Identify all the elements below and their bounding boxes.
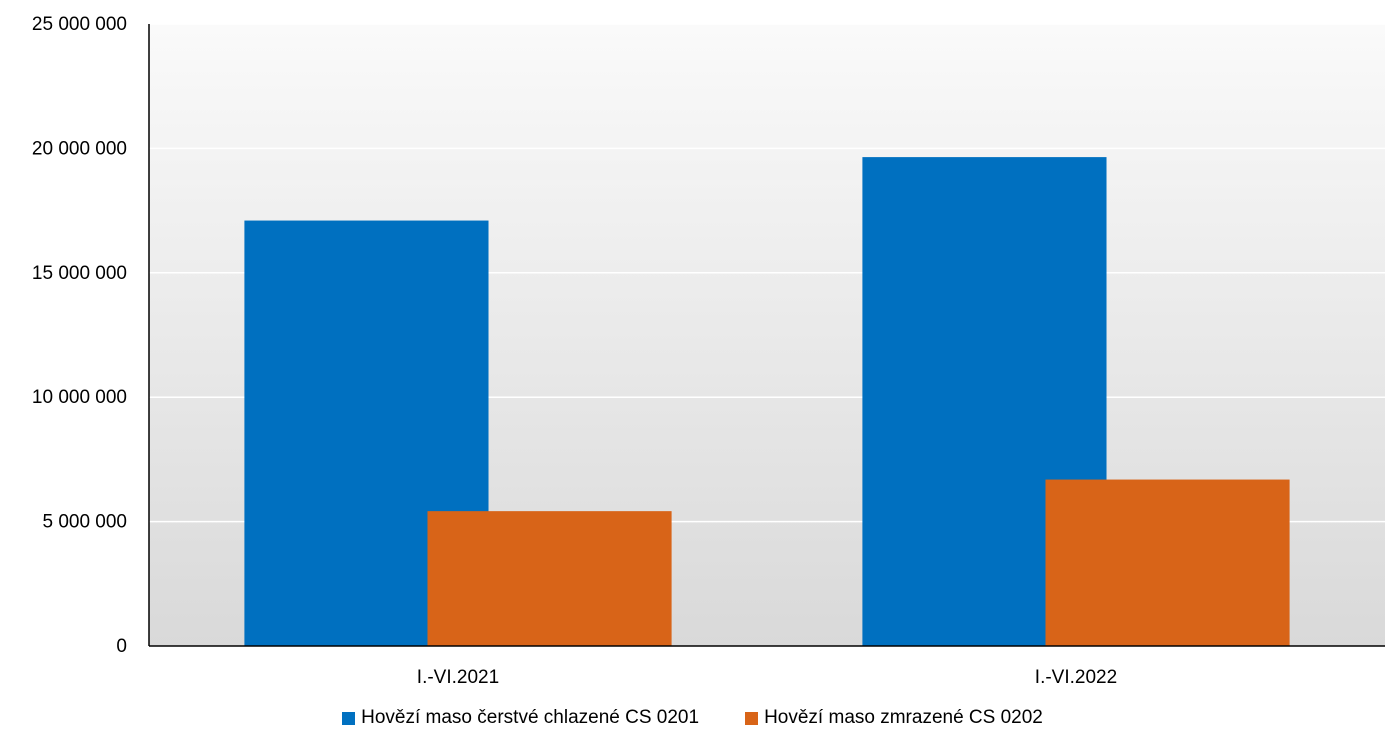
bars (244, 157, 1290, 646)
legend-item: Hovězí maso čerstvé chlazené CS 0201 (342, 707, 699, 729)
bar-frozen-1 (427, 511, 672, 646)
legend-label: Hovězí maso zmrazené CS 0202 (764, 707, 1043, 728)
y-tick-label: 15 000 000 (32, 263, 127, 284)
legend-swatch (745, 711, 759, 725)
y-tick-labels: 0 5 000 000 10 000 000 15 000 000 20 000 000… (32, 14, 127, 657)
legend: Hovězí maso čerstvé chlazené CS 0201 Hově… (0, 707, 1385, 729)
y-tick-label: 0 (116, 636, 127, 657)
x-tick-label: I.-VI.2022 (1035, 667, 1117, 688)
legend-item: Hovězí maso zmrazené CS 0202 (745, 707, 1043, 729)
y-tick-label: 10 000 000 (32, 387, 127, 408)
bar-frozen-2 (1045, 479, 1290, 646)
y-tick-label: 25 000 000 (32, 14, 127, 35)
x-tick-labels: I.-VI.2021 I.-VI.2022 (417, 667, 1117, 688)
x-tick-label: I.-VI.2021 (417, 667, 499, 688)
legend-swatch (342, 711, 356, 725)
y-tick-label: 5 000 000 (42, 512, 127, 533)
y-tick-label: 20 000 000 (32, 138, 127, 159)
legend-label: Hovězí maso čerstvé chlazené CS 0201 (361, 707, 700, 728)
axes (148, 24, 1385, 647)
